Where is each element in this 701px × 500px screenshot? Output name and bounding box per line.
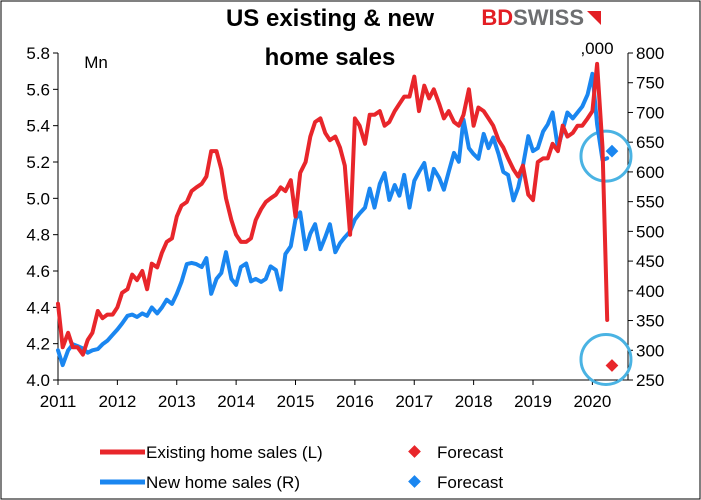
right-axis-tick-label: 700 [636, 103, 664, 122]
left-axis-tick-label: 5.4 [26, 117, 50, 136]
right-axis-tick-label: 400 [636, 282, 664, 301]
left-axis-tick-label: 5.0 [26, 189, 50, 208]
right-axis-tick-label: 300 [636, 341, 664, 360]
left-axis-tick-label: 4.6 [26, 262, 50, 281]
left-axis-tick-label: 4.8 [26, 226, 50, 245]
brand-logo-text: BDSWISS [481, 5, 584, 30]
left-axis-tick-label: 5.8 [26, 44, 50, 63]
x-axis-tick-label: 2019 [514, 392, 552, 411]
x-axis-tick-label: 2015 [277, 392, 315, 411]
legend-label-existing: Existing home sales (L) [146, 443, 323, 462]
left-axis-tick-label: 4.2 [26, 335, 50, 354]
left-axis-tick-label: 4.4 [26, 298, 50, 317]
right-axis-tick-label: 350 [636, 312, 664, 331]
legend-label-new-forecast: Forecast [437, 473, 503, 492]
right-axis-tick-label: 250 [636, 371, 664, 390]
x-axis-tick-label: 2016 [336, 392, 374, 411]
brand-logo-part1: BD [481, 5, 513, 30]
chart-svg: US existing & new home sales BDSWISS Mn … [0, 0, 701, 500]
x-axis-tick-label: 2017 [395, 392, 433, 411]
right-axis-tick-label: 550 [636, 193, 664, 212]
legend-label-new: New home sales (R) [146, 473, 300, 492]
x-axis-tick-label: 2011 [40, 392, 77, 411]
x-axis-tick-label: 2020 [573, 392, 611, 411]
chart-title-line-1: US existing & new [226, 5, 434, 32]
right-axis-tick-label: 500 [636, 222, 664, 241]
x-axis-tick-label: 2014 [217, 392, 255, 411]
left-axis-tick-label: 5.2 [26, 153, 50, 172]
right-axis-tick-label: 600 [636, 163, 664, 182]
left-axis-unit: Mn [84, 53, 108, 72]
right-axis-unit: ,000 [580, 39, 613, 58]
right-axis-tick-label: 450 [636, 252, 664, 271]
right-axis-tick-label: 650 [636, 133, 664, 152]
x-axis-tick-label: 2018 [455, 392, 493, 411]
right-axis-tick-label: 800 [636, 44, 664, 63]
x-axis-tick-label: 2012 [98, 392, 136, 411]
right-axis-tick-label: 750 [636, 74, 664, 93]
brand-logo-part2: SWISS [513, 5, 584, 30]
chart-container: US existing & new home sales BDSWISS Mn … [0, 0, 701, 500]
legend-label-existing-forecast: Forecast [437, 443, 503, 462]
x-axis-tick-label: 2013 [158, 392, 196, 411]
left-axis-tick-label: 4.0 [26, 371, 50, 390]
chart-title-line-2: home sales [265, 44, 396, 71]
left-axis-tick-label: 5.6 [26, 80, 50, 99]
brand-logo: BDSWISS [481, 5, 601, 30]
